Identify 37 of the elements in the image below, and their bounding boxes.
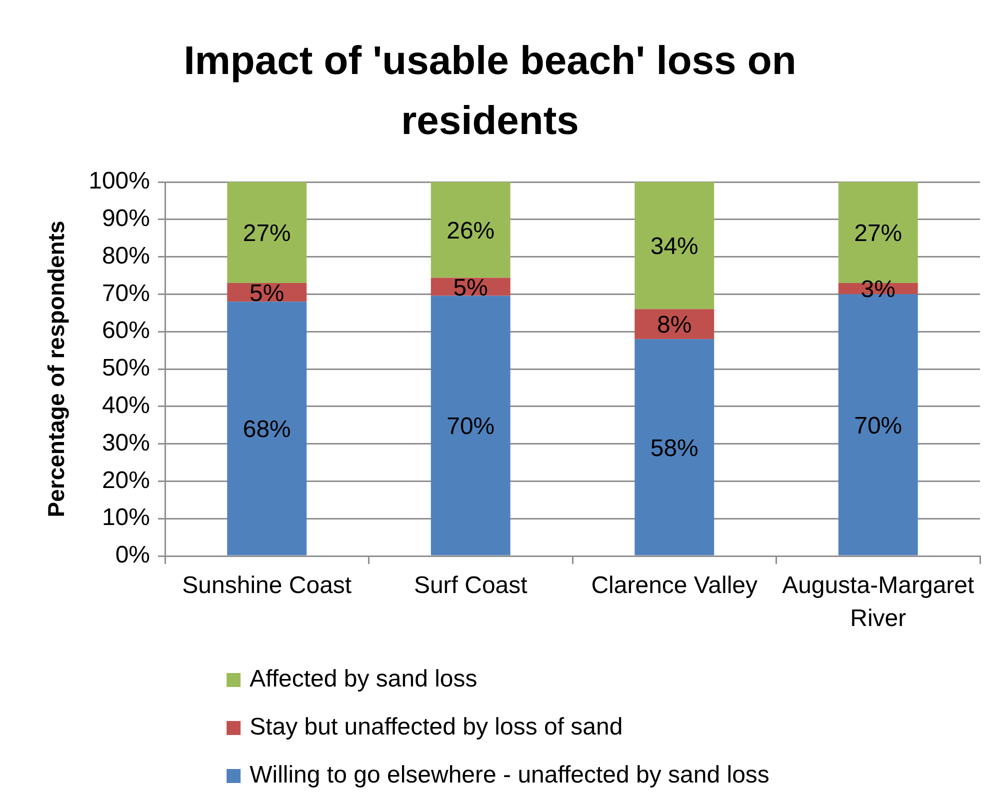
bar — [430, 182, 510, 278]
y-tick-label: 0% — [115, 542, 150, 569]
data-label: 27% — [242, 220, 291, 248]
legend-label: Stay but unaffected by loss of sand — [250, 714, 623, 741]
y-axis-title: Percentage of respondents — [43, 220, 70, 518]
bar — [430, 296, 510, 556]
data-label: 26% — [446, 217, 495, 244]
data-label: 70% — [446, 413, 495, 440]
data-label: 5% — [250, 280, 284, 307]
data-label: 27% — [854, 220, 902, 248]
y-tick-label: 40% — [102, 392, 150, 420]
y-tick-label: 10% — [102, 504, 150, 532]
data-label: 5% — [453, 274, 488, 302]
y-tick-label: 70% — [102, 280, 150, 307]
y-tick-label: 30% — [102, 429, 150, 456]
bar — [227, 182, 307, 283]
data-label: 34% — [650, 233, 698, 260]
bar — [227, 302, 307, 556]
data-label: 8% — [657, 312, 692, 339]
x-tick-label: Augusta-Margaret River — [782, 572, 975, 632]
x-tick-label: Clarence Valley — [591, 572, 758, 600]
data-label: 58% — [650, 434, 698, 462]
y-tick-label: 80% — [102, 242, 150, 270]
y-tick-label: 20% — [102, 466, 150, 494]
y-tick-label: 100% — [88, 168, 150, 195]
x-tick-label: Surf Coast — [414, 572, 528, 600]
bar — [634, 339, 714, 556]
y-tick-label: 60% — [102, 317, 150, 344]
bar — [634, 182, 714, 310]
x-tick-label: Sunshine Coast — [182, 572, 352, 600]
data-label: 68% — [242, 416, 291, 444]
chart-title: Impact of 'usable beach' loss on residents — [184, 39, 796, 144]
legend-label: Willing to go elsewhere - unaffected by sand loss — [250, 762, 770, 789]
y-tick-label: 90% — [102, 205, 150, 232]
data-label: 70% — [854, 412, 902, 440]
y-tick-label: 50% — [102, 354, 150, 382]
legend-label: Affected by sand loss — [250, 666, 478, 693]
